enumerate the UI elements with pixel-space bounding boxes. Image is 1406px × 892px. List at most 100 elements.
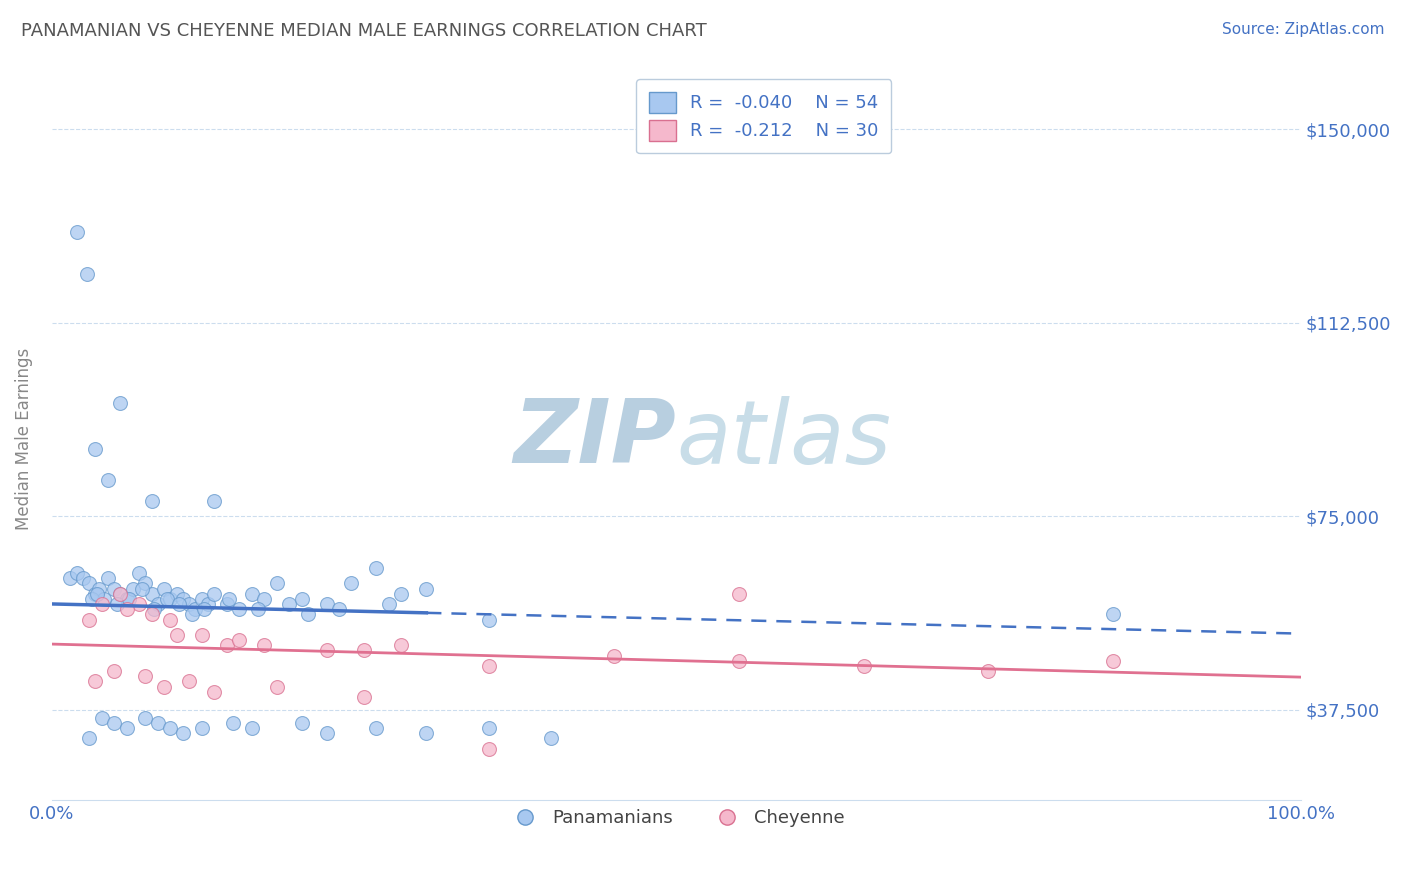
Point <box>240 587 263 601</box>
Point <box>1102 654 1125 668</box>
Point <box>110 395 132 409</box>
Point <box>134 576 156 591</box>
Point <box>172 591 194 606</box>
Point <box>253 591 276 606</box>
Point <box>228 633 250 648</box>
Point <box>156 591 179 606</box>
Point <box>297 607 319 622</box>
Point <box>1102 607 1125 622</box>
Point <box>478 659 501 673</box>
Y-axis label: Median Male Earnings: Median Male Earnings <box>15 348 32 530</box>
Point <box>159 613 181 627</box>
Point <box>315 643 337 657</box>
Point <box>118 591 141 606</box>
Point <box>128 597 150 611</box>
Point <box>103 715 125 730</box>
Point <box>378 597 401 611</box>
Point <box>727 587 749 601</box>
Point <box>215 638 238 652</box>
Point <box>353 690 375 704</box>
Point <box>122 582 145 596</box>
Point <box>84 587 107 601</box>
Point <box>415 582 437 596</box>
Point <box>103 664 125 678</box>
Point <box>253 638 276 652</box>
Point <box>197 597 219 611</box>
Point <box>84 674 107 689</box>
Point <box>90 597 112 611</box>
Point <box>115 602 138 616</box>
Point <box>110 587 132 601</box>
Point <box>146 597 169 611</box>
Point <box>202 493 225 508</box>
Point <box>415 726 437 740</box>
Point <box>328 602 350 616</box>
Point <box>66 225 89 239</box>
Point <box>266 576 288 591</box>
Point <box>353 643 375 657</box>
Point <box>184 602 207 616</box>
Point <box>159 591 181 606</box>
Point <box>128 566 150 580</box>
Point <box>391 638 413 652</box>
Point <box>179 674 201 689</box>
Point <box>340 576 363 591</box>
Point <box>141 607 163 622</box>
Point <box>478 721 501 735</box>
Point <box>134 711 156 725</box>
Point <box>134 669 156 683</box>
Point <box>266 680 288 694</box>
Point <box>315 726 337 740</box>
Point <box>93 591 115 606</box>
Point <box>131 582 153 596</box>
Point <box>110 587 132 601</box>
Point <box>180 607 202 622</box>
Text: ZIP: ZIP <box>513 395 676 483</box>
Point <box>246 602 269 616</box>
Point <box>89 582 111 596</box>
Point <box>59 571 82 585</box>
Point <box>202 587 225 601</box>
Point <box>141 493 163 508</box>
Point <box>115 591 138 606</box>
Point <box>179 597 201 611</box>
Point <box>153 582 176 596</box>
Legend: Panamanians, Cheyenne: Panamanians, Cheyenne <box>501 802 852 835</box>
Point <box>86 587 108 601</box>
Point <box>391 587 413 601</box>
Point <box>290 591 312 606</box>
Point <box>222 715 245 730</box>
Point <box>290 715 312 730</box>
Point <box>146 715 169 730</box>
Point <box>977 664 1000 678</box>
Text: atlas: atlas <box>676 396 891 482</box>
Point <box>167 597 190 611</box>
Point <box>84 442 107 457</box>
Point <box>97 571 120 585</box>
Point <box>166 587 188 601</box>
Point <box>215 597 238 611</box>
Text: PANAMANIAN VS CHEYENNE MEDIAN MALE EARNINGS CORRELATION CHART: PANAMANIAN VS CHEYENNE MEDIAN MALE EARNI… <box>21 22 707 40</box>
Point <box>218 591 240 606</box>
Point <box>727 654 749 668</box>
Point <box>240 721 263 735</box>
Point <box>153 680 176 694</box>
Point <box>105 597 128 611</box>
Point <box>77 613 100 627</box>
Point <box>141 587 163 601</box>
Point <box>315 597 337 611</box>
Point <box>76 267 98 281</box>
Point <box>190 628 212 642</box>
Point <box>190 721 212 735</box>
Point <box>278 597 301 611</box>
Point <box>143 602 166 616</box>
Point <box>72 571 94 585</box>
Point <box>540 731 562 746</box>
Point <box>478 613 501 627</box>
Point <box>228 602 250 616</box>
Point <box>193 602 215 616</box>
Point <box>852 659 875 673</box>
Point <box>66 566 89 580</box>
Point <box>97 473 120 487</box>
Point <box>77 731 100 746</box>
